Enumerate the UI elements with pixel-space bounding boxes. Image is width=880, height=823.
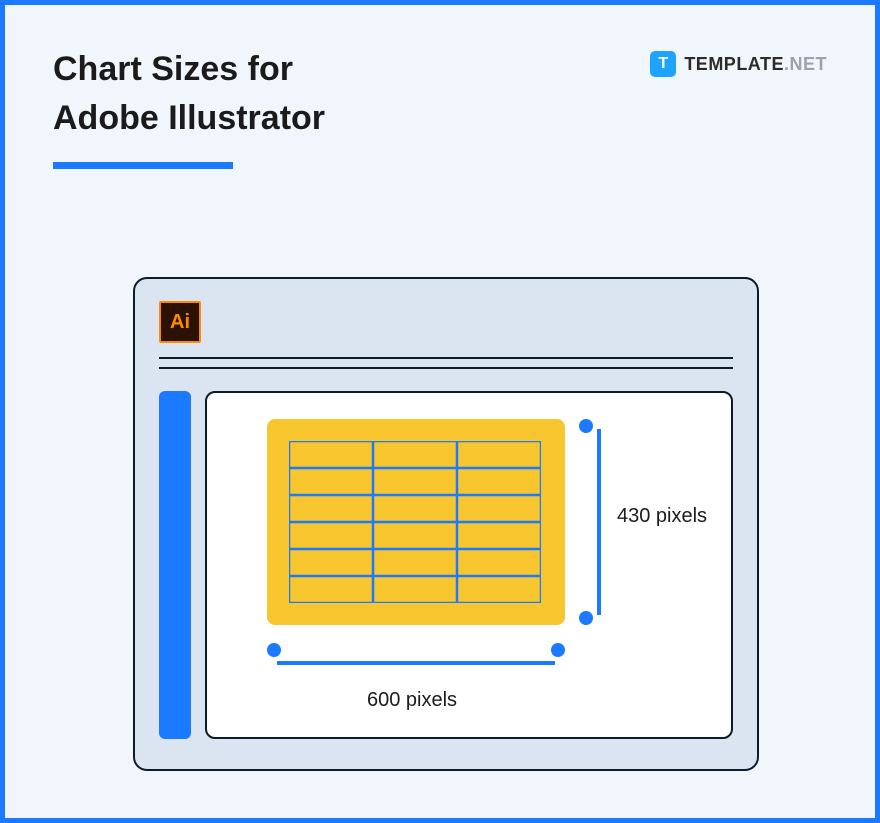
title-underline <box>53 162 233 169</box>
width-label: 600 pixels <box>367 689 457 712</box>
dimension-line <box>277 661 555 665</box>
workspace: 430 pixels 600 pixels <box>159 391 733 739</box>
canvas: 430 pixels 600 pixels <box>205 391 733 739</box>
toolbar-line <box>159 357 733 359</box>
toolbar-line <box>159 367 733 369</box>
brand-icon-letter: T <box>658 55 668 73</box>
brand-text: TEMPLATE.NET <box>684 54 827 75</box>
title-block: Chart Sizes for Adobe Illustrator <box>53 45 325 169</box>
brand-logo: T TEMPLATE.NET <box>650 51 827 77</box>
dimension-endpoint-icon <box>551 643 565 657</box>
illustrator-window: Ai <box>133 277 759 771</box>
dimension-endpoint-icon <box>267 643 281 657</box>
dimension-endpoint-icon <box>579 611 593 625</box>
page-title: Chart Sizes for Adobe Illustrator <box>53 45 325 144</box>
dimension-endpoint-icon <box>579 419 593 433</box>
header-row: Chart Sizes for Adobe Illustrator T TEMP… <box>53 45 827 169</box>
height-label: 430 pixels <box>617 505 707 528</box>
brand-name: TEMPLATE <box>684 54 784 74</box>
title-line-2: Adobe Illustrator <box>53 99 325 137</box>
illustrator-badge-icon: Ai <box>159 301 201 343</box>
brand-suffix: .NET <box>784 54 827 74</box>
chart-grid <box>289 441 541 603</box>
dimension-line <box>597 429 601 615</box>
title-line-1: Chart Sizes for <box>53 50 293 88</box>
chart-box <box>267 419 565 625</box>
illustrator-badge-text: Ai <box>170 311 190 334</box>
brand-icon: T <box>650 51 676 77</box>
infographic-frame: Chart Sizes for Adobe Illustrator T TEMP… <box>0 0 880 823</box>
toolbar-lines <box>159 357 733 369</box>
height-dimension-bracket <box>579 419 607 625</box>
side-panel <box>159 391 191 739</box>
width-dimension-bracket <box>267 643 565 671</box>
